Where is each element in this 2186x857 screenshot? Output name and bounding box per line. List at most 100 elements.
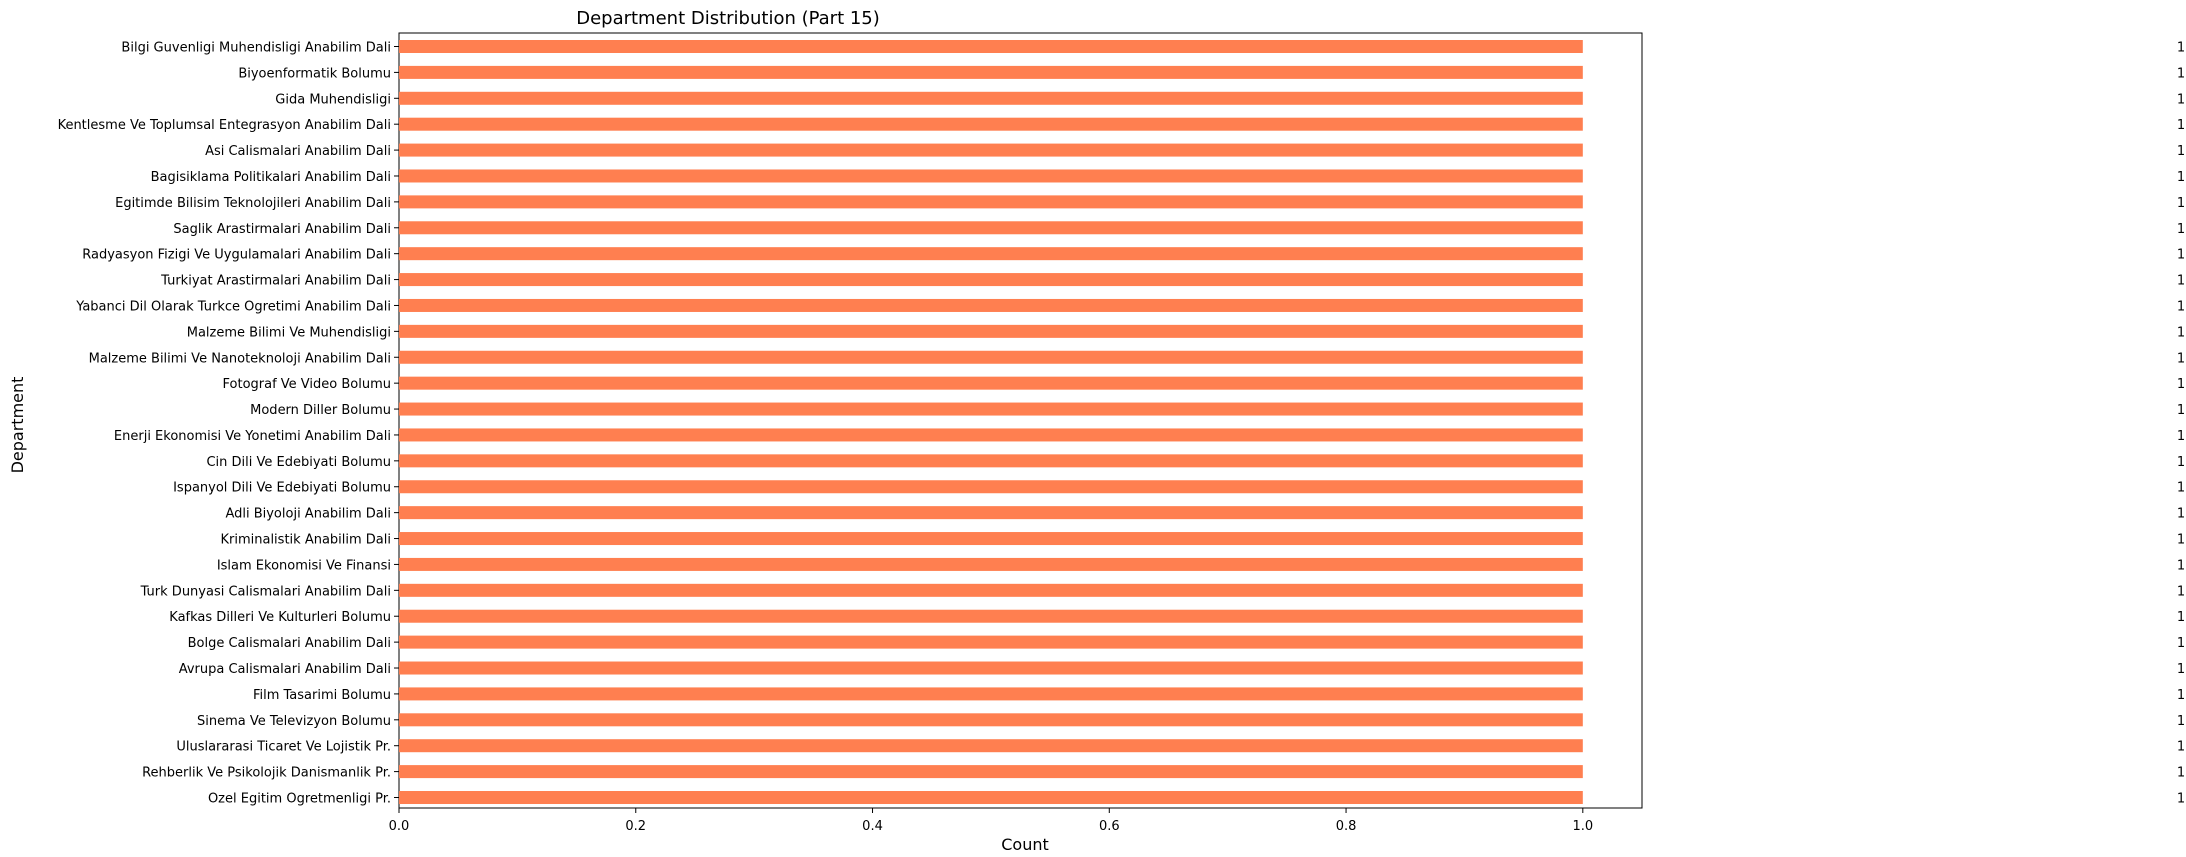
x-ticks: 0.0 0.2 0.4 0.6 0.8 1.0 (389, 808, 1593, 834)
bar (399, 428, 1583, 442)
y-tick-label: Rehberlik Ve Psikolojik Danismanlik Pr. (142, 766, 391, 781)
chart-title: Department Distribution (Part 15) (576, 8, 880, 29)
data-label: 1 (2177, 248, 2185, 263)
y-tick-label: Adli Biyoloji Anabilim Dali (225, 507, 391, 522)
bar (399, 91, 1583, 105)
data-label: 1 (2177, 325, 2185, 340)
bar (399, 117, 1583, 131)
bar (399, 350, 1583, 364)
bar (399, 532, 1583, 546)
y-tick-label: Cin Dili Ve Edebiyati Bolumu (206, 455, 391, 470)
data-label: 1 (2177, 558, 2185, 573)
x-tick-label: 1.0 (1572, 819, 1593, 834)
y-tick-label: Uluslararasi Ticaret Ve Lojistik Pr. (176, 740, 391, 755)
bar (399, 143, 1583, 157)
y-tick-label: Sinema Ve Televizyon Bolumu (197, 714, 391, 729)
y-tick-label: Kentlesme Ve Toplumsal Entegrasyon Anabi… (58, 118, 391, 133)
x-axis-label: Count (1001, 835, 1049, 854)
data-label: 1 (2177, 507, 2185, 522)
x-tick-label: 0.8 (1336, 819, 1357, 834)
bar (399, 661, 1583, 675)
data-label: 1 (2177, 766, 2185, 781)
y-tick-label: Kafkas Dilleri Ve Kulturleri Bolumu (169, 610, 391, 625)
y-tick-label: Turkiyat Arastirmalari Anabilim Dali (160, 274, 391, 289)
data-label: 1 (2177, 41, 2185, 56)
data-label: 1 (2177, 429, 2185, 444)
data-label: 1 (2177, 351, 2185, 366)
bar (399, 324, 1583, 338)
data-label: 1 (2177, 118, 2185, 133)
bar (399, 739, 1583, 753)
y-tick-label: Bagisiklama Politikalari Anabilim Dali (151, 170, 391, 185)
data-label: 1 (2177, 533, 2185, 548)
bar (399, 506, 1583, 520)
x-tick-label: 0.2 (625, 819, 646, 834)
bar (399, 65, 1583, 79)
data-label: 1 (2177, 688, 2185, 703)
data-label: 1 (2177, 299, 2185, 314)
bar (399, 454, 1583, 468)
y-tick-label: Malzeme Bilimi Ve Muhendisligi (187, 325, 391, 340)
data-label: 1 (2177, 144, 2185, 159)
data-label: 1 (2177, 481, 2185, 496)
data-label: 1 (2177, 92, 2185, 107)
bar (399, 273, 1583, 287)
data-label: 1 (2177, 740, 2185, 755)
y-tick-label: Enerji Ekonomisi Ve Yonetimi Anabilim Da… (114, 429, 391, 444)
data-label: 1 (2177, 455, 2185, 470)
data-labels: 1 1 1 1 1 1 1 1 1 1 1 1 1 1 1 1 1 1 1 1 1 1 1 1 1 1 1 1 1 1 (2177, 41, 2185, 807)
data-label: 1 (2177, 636, 2185, 651)
bar (399, 609, 1583, 623)
y-tick-labels: Bilgi Guvenligi Muhendisligi Anabilim Da… (58, 41, 399, 807)
bar (399, 765, 1583, 779)
y-tick-label: Modern Diller Bolumu (250, 403, 391, 418)
y-tick-label: Asi Calismalari Anabilim Dali (205, 144, 391, 159)
bar (399, 195, 1583, 209)
x-tick-label: 0.4 (862, 819, 883, 834)
data-label: 1 (2177, 584, 2185, 599)
x-tick-label: 0.6 (1099, 819, 1120, 834)
bar (399, 635, 1583, 649)
data-label: 1 (2177, 403, 2185, 418)
data-label: 1 (2177, 66, 2185, 81)
plot-area (398, 32, 1643, 809)
y-tick-label: Yabanci Dil Olarak Turkce Ogretimi Anabi… (75, 299, 391, 314)
bar (399, 40, 1583, 53)
bar (399, 713, 1583, 727)
bar (399, 583, 1583, 597)
bar (399, 687, 1583, 701)
bars-group (399, 40, 1583, 804)
y-axis-label: Department (8, 377, 27, 474)
y-tick-label: Malzeme Bilimi Ve Nanoteknoloji Anabilim… (89, 351, 391, 366)
bar (399, 221, 1583, 235)
bar (399, 791, 1583, 804)
y-tick-label: Fotograf Ve Video Bolumu (223, 377, 392, 392)
y-tick-label: Avrupa Calismalari Anabilim Dali (179, 662, 391, 677)
data-label: 1 (2177, 610, 2185, 625)
data-label: 1 (2177, 377, 2185, 392)
y-tick-label: Turk Dunyasi Calismalari Anabilim Dali (140, 584, 391, 599)
y-tick-label: Kriminalistik Anabilim Dali (220, 533, 391, 548)
y-tick-label: Saglik Arastirmalari Anabilim Dali (173, 222, 391, 237)
y-tick-label: Bolge Calismalari Anabilim Dali (188, 636, 391, 651)
y-tick-label: Biyoenformatik Bolumu (238, 66, 391, 81)
bar (399, 480, 1583, 494)
x-tick-label: 0.0 (389, 819, 410, 834)
data-label: 1 (2177, 196, 2185, 211)
data-label: 1 (2177, 662, 2185, 677)
bar (399, 298, 1583, 312)
data-label: 1 (2177, 714, 2185, 729)
data-label: 1 (2177, 274, 2185, 289)
bar (399, 402, 1583, 416)
bar (399, 376, 1583, 390)
data-label: 1 (2177, 170, 2185, 185)
y-tick-label: Radyasyon Fizigi Ve Uygulamalari Anabili… (82, 248, 391, 263)
y-tick-label: Gida Muhendisligi (275, 92, 391, 107)
y-tick-label: Ozel Egitim Ogretmenligi Pr. (208, 792, 391, 807)
data-label: 1 (2177, 222, 2185, 237)
bar (399, 557, 1583, 571)
bar (399, 169, 1583, 183)
y-tick-label: Film Tasarimi Bolumu (253, 688, 391, 703)
y-tick-label: Bilgi Guvenligi Muhendisligi Anabilim Da… (121, 41, 391, 56)
